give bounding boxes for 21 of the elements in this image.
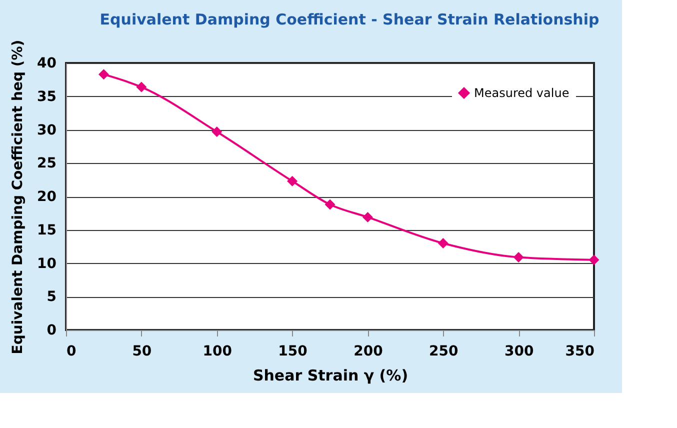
y-axis-title: Equivalent Damping Coefficient heq (%) <box>10 40 26 354</box>
x-tick-label: 0 <box>66 344 76 360</box>
x-axis-title: Shear Strain γ (%) <box>252 366 408 384</box>
y-tick-label: 5 <box>46 289 56 306</box>
y-tick-label: 10 <box>37 256 57 272</box>
y-tick-label: 0 <box>46 322 57 338</box>
x-tick-label: 200 <box>354 344 384 360</box>
x-tick-label: 50 <box>132 344 152 360</box>
y-tick-label: 15 <box>37 222 56 238</box>
x-tick-label: 350 <box>565 344 595 360</box>
y-tick-label: 30 <box>37 122 57 138</box>
x-tick-label: 250 <box>429 344 459 360</box>
y-tick-label: 35 <box>37 88 56 105</box>
y-tick-label: 20 <box>37 189 57 205</box>
chart-title: Equivalent Damping Coefficient - Shear Strain Relationship <box>100 10 600 28</box>
x-tick-label: 100 <box>202 344 232 360</box>
legend-label: Measured value <box>474 86 570 100</box>
x-tick-label: 300 <box>504 344 534 360</box>
y-tick-label: 40 <box>37 56 57 72</box>
x-tick-label: 150 <box>278 344 308 360</box>
y-tick-label: 25 <box>37 156 56 172</box>
